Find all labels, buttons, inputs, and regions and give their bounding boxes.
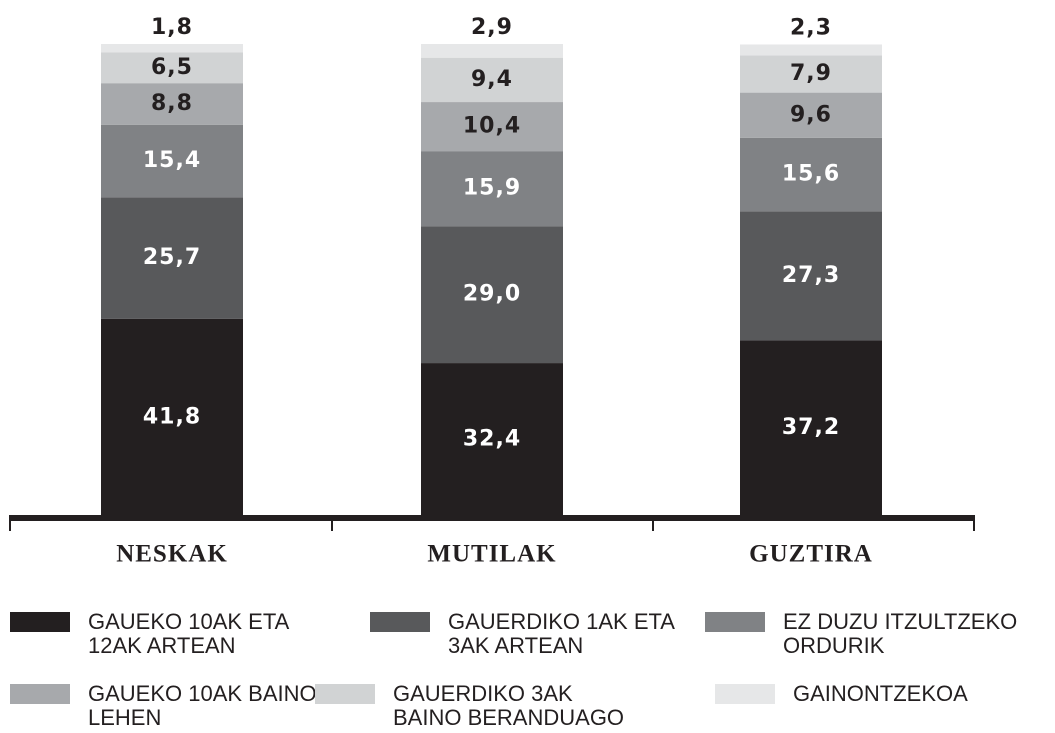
legend-swatch <box>705 612 765 632</box>
legend-label: GAINONTZEKOA <box>793 681 968 706</box>
data-label: 7,9 <box>790 61 832 86</box>
bar-segment <box>101 318 243 516</box>
bar-segment <box>740 44 882 56</box>
legend-swatch <box>715 684 775 704</box>
bar-segment <box>421 102 563 152</box>
data-label: 32,4 <box>463 427 521 452</box>
bar-segment <box>740 340 882 516</box>
axis-tick <box>652 515 654 531</box>
legend-item: GAUEKO 10AK ETA 12AK ARTEAN <box>10 610 338 658</box>
legend-item: GAINONTZEKOA <box>715 682 1043 706</box>
axis-tick <box>973 515 975 531</box>
data-label: 8,8 <box>151 91 193 116</box>
bar-segment <box>421 151 563 227</box>
x-tick-label: MUTILAK <box>427 541 556 568</box>
bar-segment <box>421 57 563 103</box>
bar-segment <box>421 226 563 364</box>
legend-swatch <box>10 684 70 704</box>
legend-label: EZ DUZU ITZULTZEKO ORDURIK <box>783 609 1018 658</box>
data-label: 37,2 <box>782 415 840 440</box>
data-label: 15,9 <box>463 176 521 201</box>
bar-segment <box>740 211 882 341</box>
legend-label: GAUERDIKO 1AK ETA 3AK ARTEAN <box>448 609 674 658</box>
bar-segment <box>740 55 882 93</box>
bar-segment <box>101 52 243 84</box>
bar-segment <box>740 92 882 138</box>
bar-segment <box>421 363 563 516</box>
legend-swatch <box>10 612 70 632</box>
axis-tick <box>331 515 333 531</box>
bar-segment <box>740 137 882 212</box>
legend-label: GAUERDIKO 3AK BAINO BERANDUAGO <box>393 681 625 730</box>
bar-segment <box>101 197 243 319</box>
legend-item: GAUERDIKO 3AK BAINO BERANDUAGO <box>315 682 643 730</box>
data-label: 6,5 <box>151 55 193 80</box>
data-label: 1,8 <box>151 15 193 40</box>
data-label: 27,3 <box>782 263 840 288</box>
bar-segment <box>421 44 563 58</box>
legend-label: GAUEKO 10AK BAINO LEHEN <box>88 681 317 730</box>
data-label: 15,6 <box>782 162 840 187</box>
data-label: 15,4 <box>143 148 201 173</box>
x-axis <box>10 515 975 521</box>
chart: 41,8 25,7 15,4 8,8 6,5 1,8 NESKAK 32,4 29,0 15,9 1… <box>9 15 975 568</box>
data-label: 41,8 <box>143 404 201 429</box>
data-label: 10,4 <box>463 114 521 139</box>
data-label: 2,9 <box>471 15 513 40</box>
legend-item: EZ DUZU ITZULTZEKO ORDURIK <box>705 610 1053 658</box>
legend-swatch <box>370 612 430 632</box>
legend-item: GAUEKO 10AK BAINO LEHEN <box>10 682 338 730</box>
bar-segment <box>101 44 243 53</box>
x-tick-label: GUZTIRA <box>749 541 873 568</box>
bar-segment <box>101 83 243 125</box>
axis-tick <box>9 515 11 531</box>
data-label: 9,6 <box>790 102 832 127</box>
bar-segment <box>101 124 243 198</box>
x-tick-label: NESKAK <box>116 541 228 568</box>
data-label: 9,4 <box>471 67 513 92</box>
data-label: 29,0 <box>463 282 521 307</box>
legend-swatch <box>315 684 375 704</box>
data-label: 2,3 <box>790 15 832 40</box>
data-label: 25,7 <box>143 245 201 270</box>
legend-label: GAUEKO 10AK ETA 12AK ARTEAN <box>88 609 289 658</box>
legend-item: GAUERDIKO 1AK ETA 3AK ARTEAN <box>370 610 678 658</box>
